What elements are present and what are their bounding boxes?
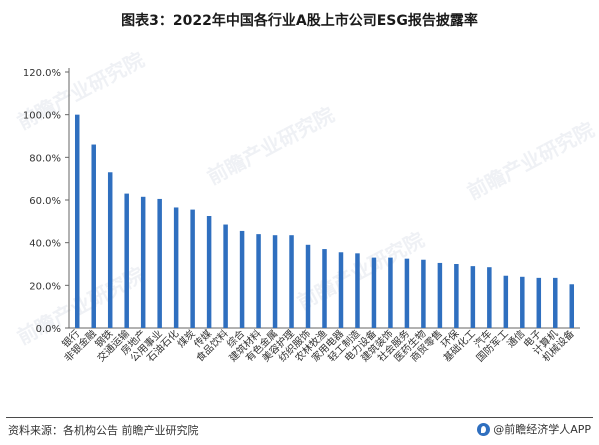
bar <box>503 275 509 328</box>
brand-credit: @前瞻经济学人APP <box>477 421 591 437</box>
source-note: 资料来源：各机构公告 前瞻产业研究院 <box>8 424 199 437</box>
bar-chart: 0.0%20.0%40.0%60.0%80.0%100.0%120.0%银行非银… <box>23 68 580 364</box>
bar <box>454 264 459 328</box>
bar <box>206 216 212 328</box>
y-tick-label: 60.0% <box>29 196 61 207</box>
bar <box>421 259 426 328</box>
bar <box>569 284 575 328</box>
x-tick-label: 通信 <box>505 328 528 351</box>
bar <box>223 224 228 328</box>
bar <box>124 193 129 328</box>
y-tick-label: 40.0% <box>29 239 61 250</box>
bar <box>272 235 278 328</box>
bar <box>487 267 492 328</box>
y-tick-label: 0.0% <box>36 324 61 335</box>
y-tick-label: 120.0% <box>23 68 61 79</box>
bar <box>520 276 525 328</box>
bar <box>437 262 443 328</box>
bar <box>140 196 146 328</box>
bar <box>91 144 96 328</box>
bar <box>239 230 245 328</box>
y-tick-label: 100.0% <box>23 111 61 122</box>
chart-title: 图表3：2022年中国各行业A股上市公司ESG报告披露率 <box>121 13 478 29</box>
y-tick-label: 20.0% <box>29 281 61 292</box>
bar <box>338 252 344 328</box>
bar <box>322 249 327 328</box>
bar <box>74 114 80 329</box>
bar <box>536 277 542 328</box>
y-tick-label: 80.0% <box>29 153 61 164</box>
bar <box>388 257 393 328</box>
bar <box>173 207 179 328</box>
bar <box>470 266 476 328</box>
bar <box>256 234 261 328</box>
bar <box>107 172 113 328</box>
bar <box>190 209 195 328</box>
bar <box>404 258 410 328</box>
bar <box>305 244 311 328</box>
bar <box>553 277 558 328</box>
bar <box>157 198 162 328</box>
bar <box>371 257 377 328</box>
footer-divider <box>6 417 593 418</box>
bar <box>355 253 360 328</box>
bar <box>289 235 294 328</box>
brand-label: @前瞻经济学人APP <box>493 423 591 436</box>
brand-logo-icon <box>477 422 491 436</box>
